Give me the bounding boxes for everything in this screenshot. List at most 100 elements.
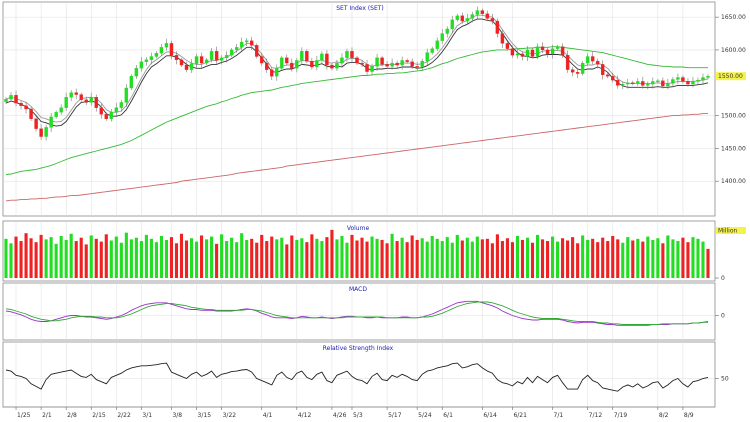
candle-body — [390, 62, 394, 67]
date-tick-label: 4/26 — [333, 412, 347, 419]
candle-body — [174, 55, 179, 60]
candle-body — [24, 105, 28, 110]
date-tick-label: 4/1 — [263, 412, 273, 419]
volume-legend-label: Million — [718, 228, 738, 235]
volume-bar — [545, 241, 550, 278]
candle-body — [214, 51, 219, 61]
date-tick-label: 7/12 — [589, 412, 603, 419]
volume-bar — [681, 237, 685, 278]
price-y-tick-label: 1450.00 — [721, 145, 746, 152]
volume-bar — [225, 241, 229, 278]
volume-bar — [245, 239, 249, 278]
date-tick-label: 5/24 — [418, 412, 432, 419]
candle-body — [380, 57, 384, 65]
volume-bar — [109, 240, 113, 278]
rsi-y-tick-label: 50 — [721, 376, 729, 383]
candle-body — [94, 97, 98, 108]
candle-body — [646, 83, 650, 86]
volume-bar — [315, 238, 319, 278]
price-panel-frame — [2, 1, 716, 217]
candle-body — [300, 51, 304, 61]
candle-body — [320, 53, 324, 61]
candle-body — [265, 62, 269, 70]
candle-body — [480, 10, 485, 14]
volume-bar — [566, 240, 570, 278]
candle-body — [616, 79, 620, 86]
candle-body — [184, 64, 189, 70]
volume-bar — [415, 239, 419, 278]
volume-bar — [134, 237, 138, 278]
candle-body — [219, 57, 224, 61]
macd-panel-title: MACD — [349, 286, 367, 293]
candle-body — [540, 46, 545, 51]
volume-bar — [380, 239, 384, 278]
candle-body — [260, 56, 264, 64]
candle-body — [199, 56, 204, 64]
volume-bar — [656, 238, 660, 278]
volume-legend-box — [716, 227, 746, 234]
volume-bar — [335, 239, 339, 278]
candle-body — [470, 14, 475, 19]
macd-panel: MACD 0 — [2, 282, 725, 341]
price-panel: SET Index (SET) 1650.00 1600.00 1500.00 145… — [2, 1, 746, 217]
candle-body — [9, 95, 13, 100]
candle-body — [280, 57, 284, 69]
macd-panel-frame — [2, 282, 716, 341]
volume-bar — [179, 233, 184, 278]
date-tick-label: 3/1 — [142, 412, 152, 419]
rsi-panel-title: Relative Strength Index — [323, 345, 394, 352]
candle-body — [79, 94, 83, 100]
candle-body — [595, 60, 600, 65]
volume-bar — [305, 242, 309, 278]
volume-bar — [495, 234, 499, 278]
candle-body — [565, 55, 570, 70]
candle-body — [139, 61, 144, 69]
candle-body — [555, 46, 560, 49]
volume-bar — [24, 233, 28, 278]
candle-body — [350, 51, 354, 58]
candle-body — [295, 60, 299, 69]
candle-body — [325, 53, 329, 66]
volume-bar — [520, 239, 525, 278]
volume-bar — [59, 236, 63, 278]
candle-body — [310, 60, 314, 68]
candle-body — [560, 46, 565, 56]
candle-body — [701, 77, 705, 81]
volume-bar — [255, 242, 259, 278]
date-tick-label: 3/22 — [223, 412, 237, 419]
candle-body — [666, 83, 670, 87]
candle-body — [229, 49, 234, 56]
candle-body — [465, 18, 470, 22]
candle-body — [435, 40, 439, 49]
volume-bar — [596, 242, 600, 278]
volume-bar — [581, 235, 585, 278]
volume-bar — [390, 233, 394, 278]
volume-bar — [385, 243, 389, 278]
rsi-line — [5, 362, 709, 392]
volume-bar — [64, 239, 68, 278]
volume-bar — [500, 241, 504, 278]
candle-body — [706, 76, 710, 78]
volume-bar — [129, 239, 133, 278]
candle-body — [169, 43, 174, 56]
volume-bar — [576, 243, 580, 278]
candle-body — [575, 72, 580, 74]
volume-bar — [676, 241, 680, 278]
volume-bar — [601, 237, 605, 278]
candle-body — [550, 48, 555, 55]
price-y-tick-label: 1600.00 — [721, 47, 746, 54]
candle-body — [430, 48, 434, 53]
volume-bar — [169, 237, 174, 278]
volume-bar — [250, 238, 254, 278]
volume-bar — [375, 238, 379, 278]
volume-bar — [666, 235, 670, 278]
candle-body — [580, 62, 585, 74]
candle-body — [440, 33, 444, 41]
volume-bar — [230, 237, 234, 278]
candle-body — [340, 57, 344, 64]
volume-bar — [275, 239, 279, 278]
rsi-grid — [3, 342, 715, 407]
volume-bar — [370, 236, 374, 278]
volume-bar — [535, 234, 540, 278]
volume-bar — [54, 243, 58, 278]
